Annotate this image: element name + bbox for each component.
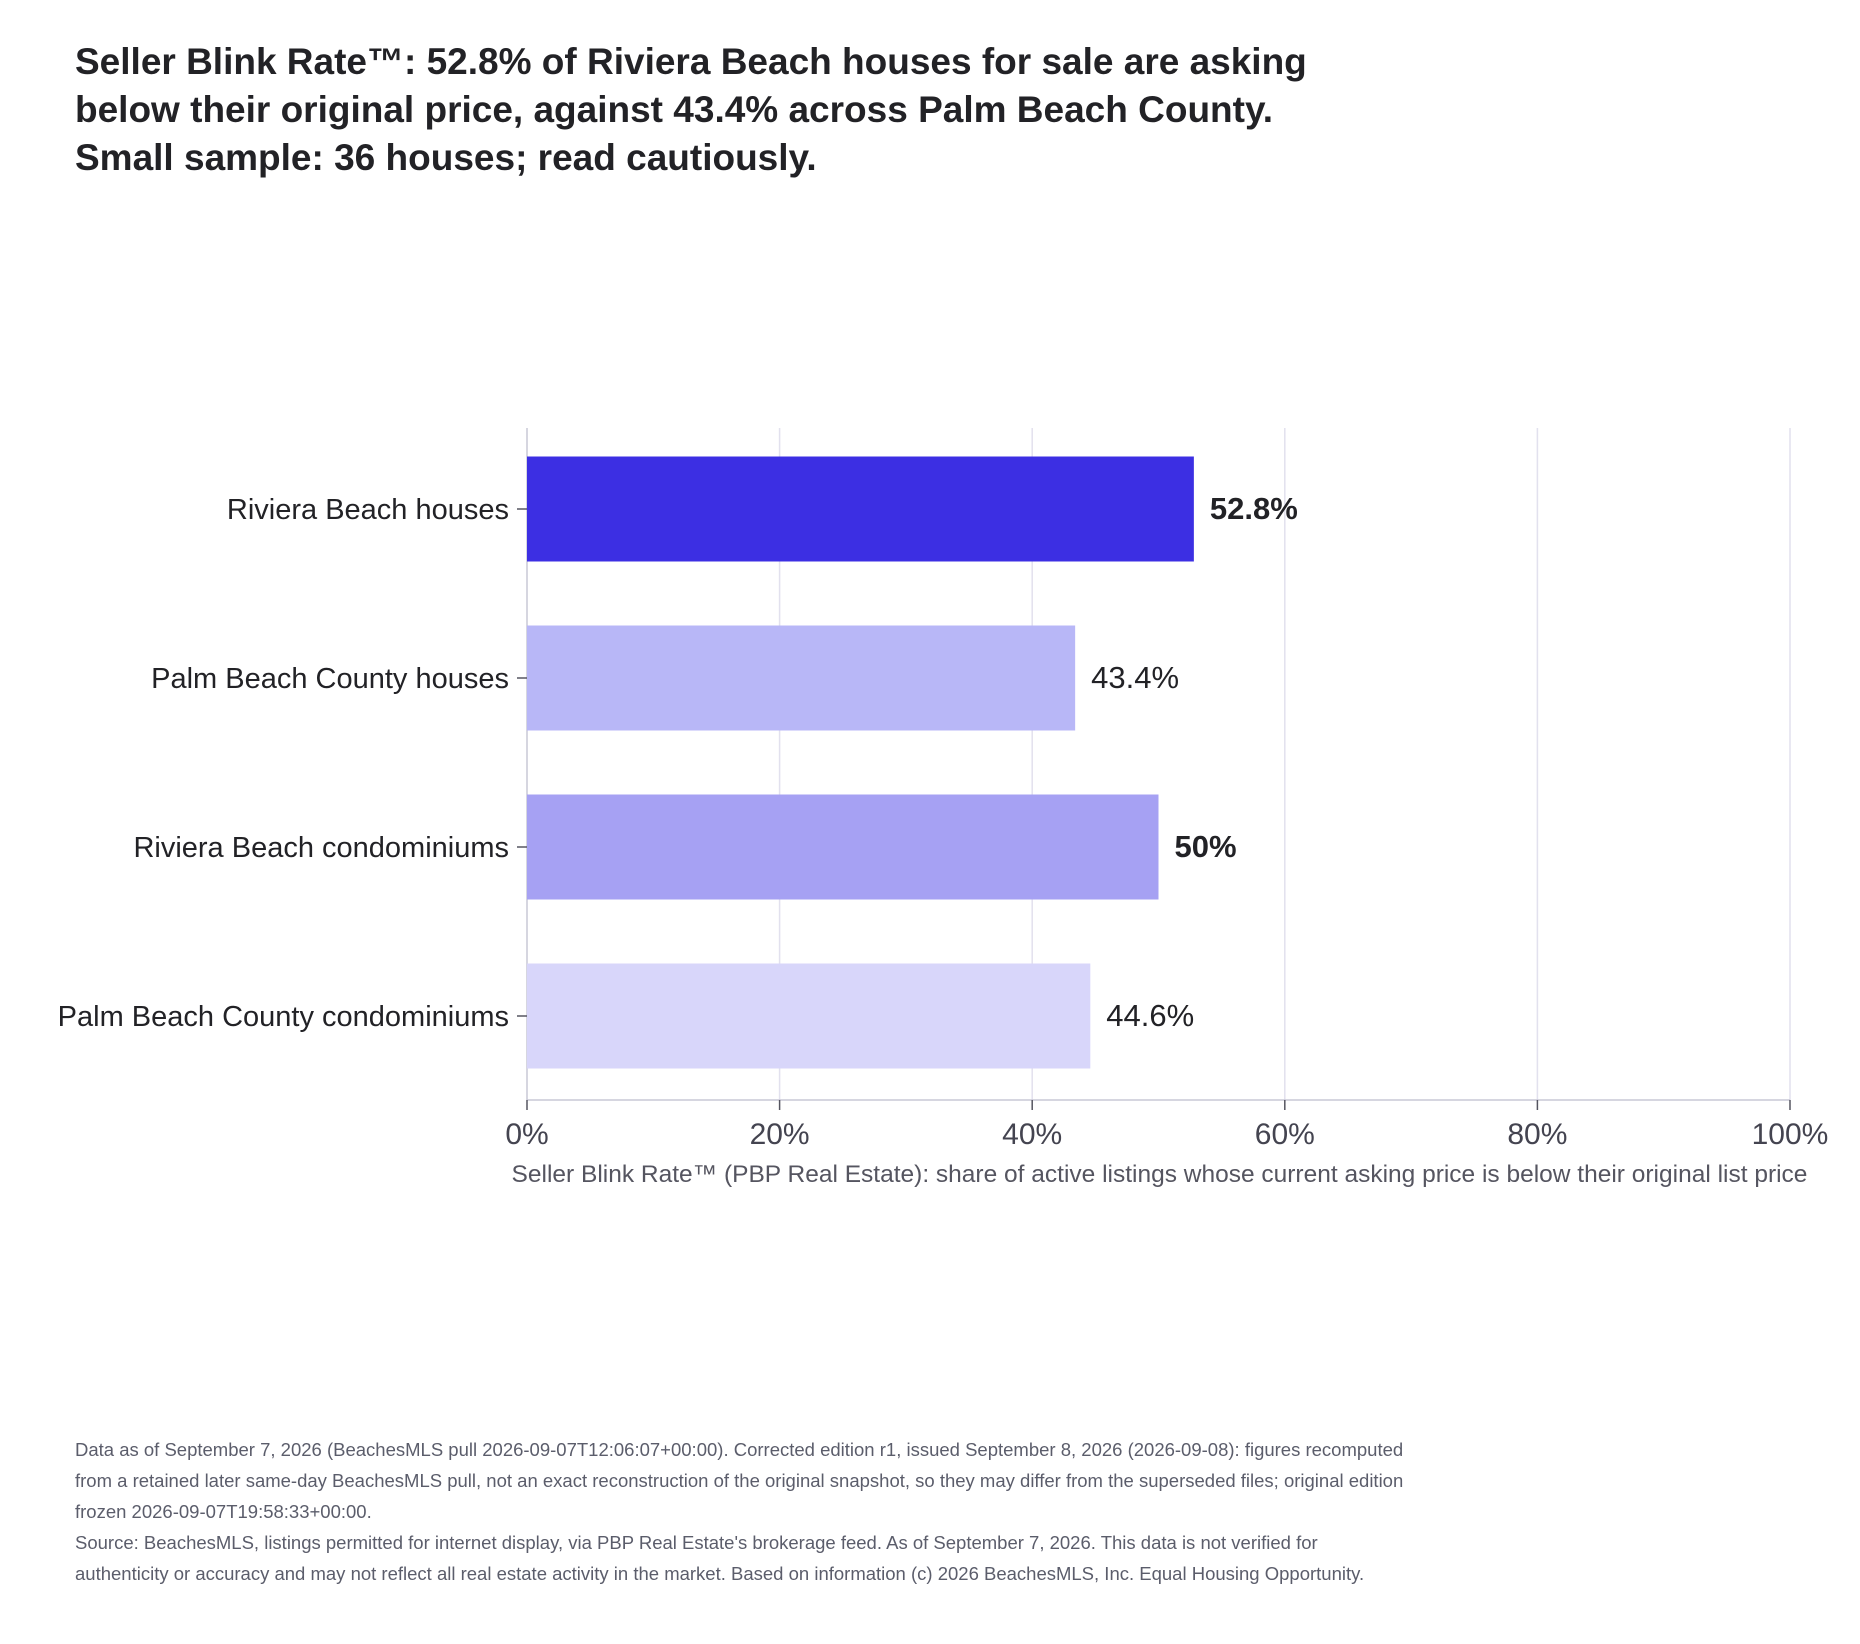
data-label: 50% bbox=[1175, 829, 1237, 864]
footer-source: Source: BeachesMLS, listings permitted f… bbox=[75, 1532, 1365, 1584]
category-label: Riviera Beach houses bbox=[227, 494, 509, 526]
data-label: 44.6% bbox=[1106, 998, 1194, 1033]
category-label: Palm Beach County condominiums bbox=[58, 1001, 509, 1033]
category-label: Palm Beach County houses bbox=[151, 663, 509, 695]
x-tick-label: 80% bbox=[1507, 1118, 1567, 1151]
bar bbox=[527, 963, 1091, 1069]
x-axis-title: Seller Blink Rate™ (PBP Real Estate): sh… bbox=[512, 1161, 1808, 1188]
x-tick-label: 20% bbox=[750, 1118, 810, 1151]
footer: Data as of September 7, 2026 (BeachesMLS… bbox=[75, 1434, 1415, 1589]
x-tick-label: 40% bbox=[1002, 1118, 1062, 1151]
footer-note: Data as of September 7, 2026 (BeachesMLS… bbox=[75, 1439, 1404, 1522]
chart-title: Seller Blink Rate™: 52.8% of Riviera Bea… bbox=[75, 41, 1307, 178]
bar bbox=[527, 794, 1159, 900]
data-label: 52.8% bbox=[1210, 491, 1298, 526]
x-tick-label: 60% bbox=[1255, 1118, 1315, 1151]
data-label: 43.4% bbox=[1091, 660, 1179, 695]
category-label: Riviera Beach condominiums bbox=[133, 832, 509, 864]
x-tick-label: 100% bbox=[1752, 1118, 1829, 1151]
x-tick-label: 0% bbox=[505, 1118, 548, 1151]
bar bbox=[527, 456, 1194, 562]
bar bbox=[527, 625, 1076, 731]
